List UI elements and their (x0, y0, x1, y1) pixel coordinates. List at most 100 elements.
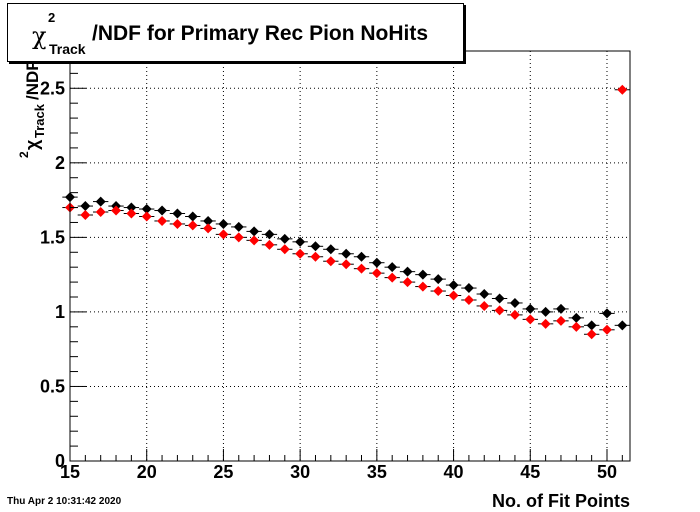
data-point-series-2 (341, 259, 352, 270)
data-point-series-1 (601, 308, 612, 319)
data-point-series-2 (509, 309, 520, 320)
data-point-series-2 (249, 235, 260, 246)
y-axis-label-ndf: /NDF (23, 60, 42, 100)
data-point-series-2 (80, 210, 91, 220)
data-point-series-1 (233, 221, 244, 232)
data-point-series-2 (356, 263, 367, 274)
data-point-series-1 (509, 297, 520, 308)
data-point-series-2 (586, 329, 597, 340)
data-point-series-1 (433, 274, 444, 285)
x-axis-label: No. of Fit Points (492, 491, 630, 511)
data-point-series-2 (172, 218, 183, 229)
data-point-series-2 (218, 229, 229, 240)
data-point-series-2 (601, 324, 612, 335)
plot-frame (69, 50, 631, 462)
data-point-series-1 (187, 211, 198, 222)
data-point-series-1 (371, 257, 382, 268)
data-point-series-1 (586, 320, 597, 331)
data-point-series-2 (187, 220, 198, 231)
data-point-series-1 (387, 262, 398, 273)
y-axis-label: χ 2 Track /NDF (17, 60, 47, 158)
data-point-series-2 (571, 321, 582, 332)
data-point-series-1 (617, 320, 628, 331)
data-point-series-1 (218, 218, 229, 229)
y-axis-label-chi: χ (22, 139, 42, 150)
data-point-series-1 (571, 312, 582, 323)
data-point-series-2 (387, 272, 398, 283)
y-tick-label: 2 (55, 153, 65, 173)
y-axis-label-sub: Track (32, 103, 47, 138)
data-point-series-1 (341, 248, 352, 259)
data-point-series-1 (249, 226, 260, 237)
x-tick-label: 45 (520, 462, 540, 482)
data-markers (65, 84, 628, 340)
data-point-series-1 (402, 266, 413, 277)
title-superscript: 2 (48, 10, 56, 25)
y-axis-label-sup: 2 (17, 151, 31, 158)
data-point-series-2 (402, 277, 413, 288)
title-subscript: Track (49, 41, 86, 57)
chart-title: /NDF for Primary Rec Pion NoHits (92, 22, 429, 45)
data-point-series-1 (310, 241, 321, 252)
data-point-series-2 (479, 300, 490, 311)
data-point-series-2 (264, 239, 275, 250)
data-point-series-1 (356, 251, 367, 262)
data-point-series-2 (141, 211, 152, 222)
grid-lines (69, 51, 630, 461)
title-chi-symbol: χ (32, 22, 47, 50)
data-point-series-1 (555, 303, 566, 314)
data-point-series-1 (295, 236, 306, 247)
x-tick-label: 50 (597, 462, 617, 482)
data-point-series-1 (126, 202, 137, 213)
x-tick-label: 15 (60, 462, 80, 482)
data-point-series-1 (448, 280, 459, 291)
data-point-series-2 (203, 223, 214, 234)
data-point-series-1 (95, 196, 106, 207)
data-point-series-1 (525, 303, 536, 314)
data-point-series-2 (111, 205, 122, 216)
data-point-series-2 (525, 314, 536, 325)
y-tick-label: 2.5 (40, 78, 65, 98)
timestamp: Thu Apr 2 10:31:42 2020 (7, 496, 122, 507)
title-box: χ 2 Track /NDF for Primary Rec Pion NoHi… (7, 3, 464, 62)
data-point-series-2 (417, 281, 428, 292)
data-point-series-1 (157, 205, 168, 216)
data-point-series-1 (325, 244, 336, 255)
x-tick-label: 20 (137, 462, 157, 482)
data-point-series-2 (233, 232, 244, 243)
data-point-series-2 (617, 84, 628, 95)
x-tick-label: 25 (213, 462, 233, 482)
data-point-series-2 (325, 256, 336, 267)
data-point-series-1 (479, 289, 490, 300)
data-point-series-1 (203, 215, 214, 226)
x-tick-label: 30 (290, 462, 310, 482)
data-point-series-1 (141, 204, 152, 215)
data-point-series-2 (540, 318, 551, 329)
data-point-series-1 (417, 269, 428, 280)
data-point-series-2 (448, 290, 459, 301)
y-tick-label: 0 (55, 451, 65, 471)
data-point-series-2 (295, 248, 306, 259)
x-tick-label: 40 (444, 462, 464, 482)
axes: 15 20 25 30 35 40 45 50 0 0.5 1 1.5 2 2.5 (40, 57, 623, 482)
data-point-series-1 (279, 233, 290, 244)
data-point-series-2 (95, 207, 106, 218)
data-point-series-2 (463, 294, 474, 305)
data-point-series-1 (172, 208, 183, 219)
data-point-series-2 (126, 208, 137, 219)
y-tick-label: 1.5 (40, 227, 65, 247)
y-tick-label: 0.5 (40, 376, 65, 396)
data-point-series-1 (264, 229, 275, 240)
data-point-series-2 (371, 268, 382, 279)
data-point-series-2 (494, 305, 505, 316)
data-point-series-2 (555, 315, 566, 326)
data-point-series-2 (433, 286, 444, 297)
data-point-series-2 (279, 244, 290, 255)
x-tick-label: 35 (367, 462, 387, 482)
data-point-series-1 (540, 306, 551, 317)
data-point-series-2 (157, 215, 168, 226)
data-point-series-1 (494, 293, 505, 304)
data-point-series-1 (463, 283, 474, 294)
y-tick-label: 1 (55, 302, 65, 322)
